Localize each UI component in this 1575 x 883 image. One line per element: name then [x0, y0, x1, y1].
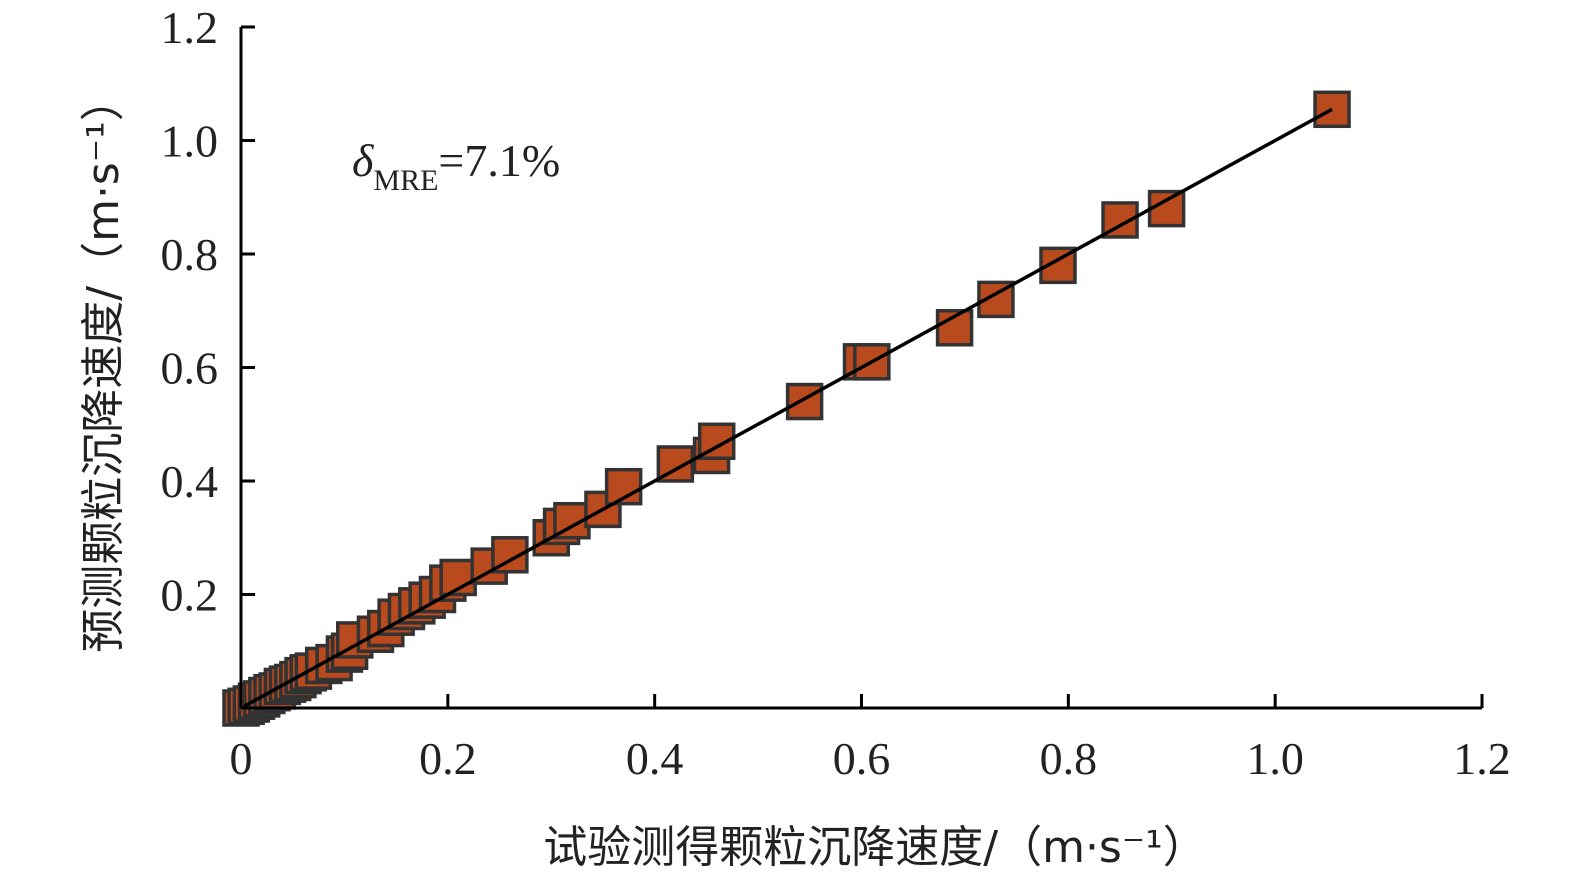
mre-annotation: δMRE=7.1% — [352, 135, 560, 197]
mre-subscript: MRE — [373, 164, 438, 197]
y-axis-title: 预测颗粒沉降速度/（m·s⁻¹） — [78, 77, 129, 652]
x-tick-label: 1.0 — [1246, 733, 1304, 784]
x-tick-label: 0.2 — [419, 733, 477, 784]
mre-symbol: δ — [352, 135, 374, 186]
y-tick-label: 0.6 — [161, 343, 219, 394]
y-tick-label: 0.4 — [161, 456, 219, 507]
axis-ticks: 0 0.2 0.4 0.6 0.8 1.0 1.2 0.2 0.4 0.6 0.8 1.0 1.2 — [161, 2, 1511, 784]
x-tick-label: 0 — [230, 733, 253, 784]
y-tick-label: 1.2 — [161, 2, 219, 53]
fit-line — [243, 107, 1333, 708]
x-axis-title: 试验测得颗粒沉降速度/（m·s⁻¹） — [543, 822, 1206, 873]
data-point — [785, 382, 824, 421]
mre-value: =7.1% — [438, 135, 560, 186]
x-tick-label: 0.4 — [626, 733, 684, 784]
y-tick-label: 0.8 — [161, 229, 219, 280]
x-tick-label: 0.8 — [1040, 733, 1098, 784]
y-tick-label: 0.2 — [161, 570, 219, 621]
y-tick-label: 1.0 — [161, 116, 219, 167]
x-tick-label: 0.6 — [833, 733, 891, 784]
x-tick-label: 1.2 — [1453, 733, 1511, 784]
